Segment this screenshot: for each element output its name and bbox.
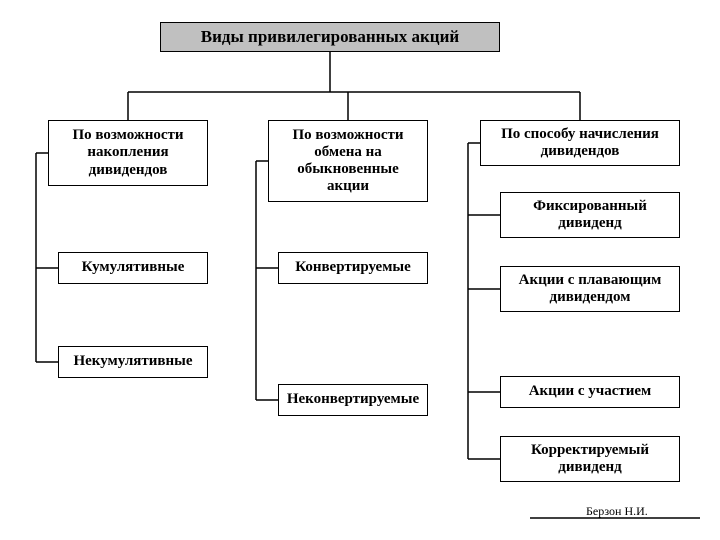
col1-item-0: Кумулятивные: [58, 252, 208, 284]
col3-header: По способу начисления дивидендов: [480, 120, 680, 166]
col3-item-2: Акции с участием: [500, 376, 680, 408]
col3-item-3: Корректируемый дивиденд: [500, 436, 680, 482]
col2-item-0: Конвертируемые: [278, 252, 428, 284]
diagram-title: Виды привилегированных акций: [160, 22, 500, 52]
col1-item-1: Некумулятивные: [58, 346, 208, 378]
col2-header: По возможности обмена на обыкновенные ак…: [268, 120, 428, 202]
col3-item-1-text: Акции с плавающим дивидендом: [507, 272, 673, 307]
col3-item-2-text: Акции с участием: [529, 383, 652, 400]
col3-item-0: Фиксированный дивиденд: [500, 192, 680, 238]
col2-item-1: Неконвертируемые: [278, 384, 428, 416]
col1-item-1-text: Некумулятивные: [73, 353, 192, 370]
title-text: Виды привилегированных акций: [201, 27, 459, 47]
col3-item-0-text: Фиксированный дивиденд: [507, 198, 673, 233]
col2-header-text: По возможности обмена на обыкновенные ак…: [275, 127, 421, 196]
col1-header-text: По возможности накопления дивидендов: [55, 127, 201, 179]
col1-header: По возможности накопления дивидендов: [48, 120, 208, 186]
col3-item-3-text: Корректируемый дивиденд: [507, 442, 673, 477]
col1-item-0-text: Кумулятивные: [82, 259, 185, 276]
author-label: Берзон Н.И.: [586, 504, 648, 519]
col3-header-text: По способу начисления дивидендов: [487, 126, 673, 161]
author-text: Берзон Н.И.: [586, 504, 648, 518]
col2-item-0-text: Конвертируемые: [295, 259, 411, 276]
col2-item-1-text: Неконвертируемые: [287, 391, 419, 408]
col3-item-1: Акции с плавающим дивидендом: [500, 266, 680, 312]
